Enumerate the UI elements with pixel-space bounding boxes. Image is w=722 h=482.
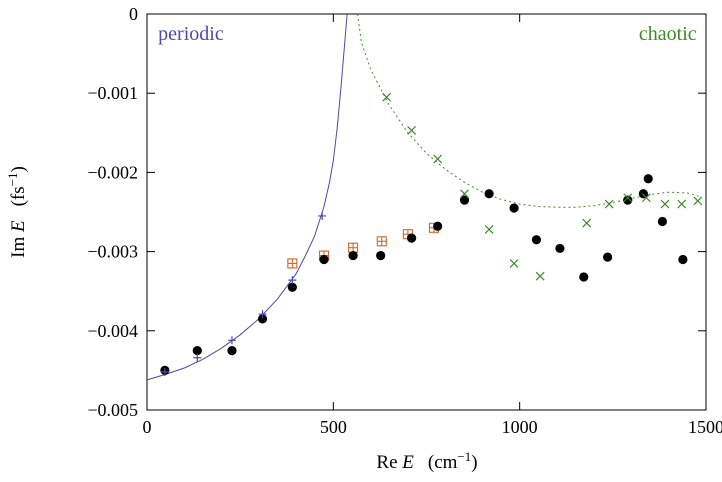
circle-point	[484, 189, 494, 199]
cross-point	[582, 218, 592, 228]
circle-point	[257, 314, 268, 324]
y-tick-label: −0.003	[87, 242, 138, 262]
y-tick-label: −0.005	[87, 400, 138, 420]
x-axis-label: Re E (cm−1)	[376, 449, 477, 474]
cross-point	[641, 193, 651, 203]
circle-point	[531, 235, 542, 245]
circle-point	[376, 250, 386, 261]
periodic-fit-curve	[146, 13, 348, 381]
annotations: periodic chaotic	[158, 23, 697, 45]
cross-point	[660, 199, 670, 209]
cross-point	[509, 259, 519, 268]
circle-point	[433, 221, 443, 231]
circle-point	[287, 282, 297, 292]
cross-point	[407, 125, 417, 135]
circle-point	[643, 174, 653, 184]
circle-point	[623, 195, 633, 205]
axis-ticks: 0 500 1000 1500 0 −0.001 −0.002 −0.003 −0.004 −0.…	[87, 4, 722, 437]
x-tick-label: 0	[143, 417, 152, 437]
x-tick-label: 500	[320, 417, 347, 437]
fit-curves	[146, 13, 699, 381]
plus-point	[258, 310, 267, 319]
plus-point	[318, 211, 327, 220]
circle-point	[192, 346, 202, 356]
annotation-chaotic: chaotic	[639, 23, 697, 45]
circle-point	[319, 254, 329, 265]
plus-point	[160, 367, 169, 376]
y-tick-label: −0.001	[87, 83, 138, 103]
circle-point	[603, 252, 613, 262]
y-tick-label: −0.002	[87, 162, 138, 182]
circle-point	[657, 216, 667, 227]
cross-point	[693, 196, 703, 206]
cross-point	[460, 189, 469, 199]
plus-point	[193, 353, 202, 362]
annotation-periodic: periodic	[158, 23, 224, 45]
circle-point	[555, 243, 565, 254]
cross-point	[623, 193, 633, 203]
data-points	[160, 92, 703, 376]
y-tick-label: −0.004	[87, 321, 138, 341]
cross-point	[433, 154, 443, 164]
circle-point	[638, 189, 648, 199]
plot-frame	[146, 13, 707, 411]
boxplus-point	[376, 236, 387, 247]
boxplus-point	[348, 242, 359, 253]
plus-point	[288, 276, 297, 285]
cross-point	[484, 224, 494, 234]
circle-point	[348, 250, 358, 261]
circle-point	[406, 233, 417, 243]
y-tick-label: 0	[129, 4, 138, 24]
circle-point	[579, 272, 589, 282]
circle-point	[459, 195, 470, 205]
plus-point	[227, 336, 236, 345]
x-tick-label: 1500	[688, 417, 722, 437]
cross-point	[604, 199, 614, 209]
circle-point	[227, 346, 237, 356]
cross-point	[677, 199, 687, 209]
y-axis-label: Im E(fs−1)	[5, 166, 30, 258]
circle-point	[509, 203, 519, 213]
circle-point	[678, 254, 688, 265]
cross-point	[382, 92, 392, 102]
boxplus-point	[287, 258, 298, 269]
x-tick-label: 1000	[502, 417, 538, 437]
cross-point	[535, 271, 545, 281]
